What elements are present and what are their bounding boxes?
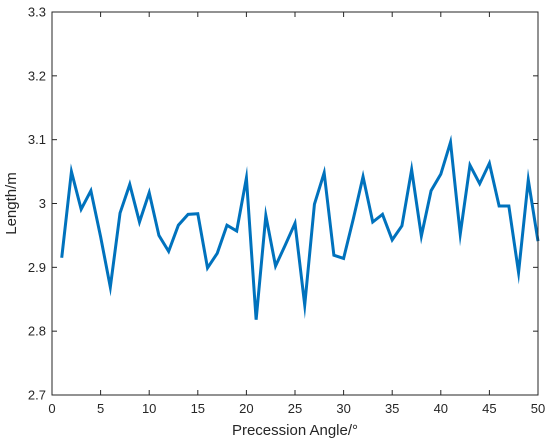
series-line <box>60 134 540 320</box>
x-tick-label: 25 <box>288 401 302 416</box>
x-tick-label: 35 <box>385 401 399 416</box>
y-tick-label: 3.3 <box>28 5 46 20</box>
y-tick-label: 2.8 <box>28 324 46 339</box>
x-tick-label: 40 <box>434 401 448 416</box>
x-tick-label: 30 <box>336 401 350 416</box>
x-tick-label: 15 <box>191 401 205 416</box>
data-layer <box>60 134 540 320</box>
x-tick-label: 45 <box>482 401 496 416</box>
x-tick-label: 0 <box>48 401 55 416</box>
y-tick-label: 3 <box>39 196 46 211</box>
y-tick-label: 3.2 <box>28 68 46 83</box>
plot-frame <box>51 11 539 396</box>
y-tick-label: 2.7 <box>28 388 46 403</box>
tick-labels-layer: 0 5 10 15 20 25 30 35 40 45 50 2.7 2.8 2.9 3 3.1 3.2 3.3 <box>28 5 545 417</box>
x-tick-label: 50 <box>531 401 545 416</box>
x-axis-label: Precession Angle/° <box>232 422 358 439</box>
y-tick-label: 2.9 <box>28 260 46 275</box>
x-tick-label: 10 <box>142 401 156 416</box>
x-tick-label: 20 <box>239 401 253 416</box>
y-axis-label: Length/m <box>3 172 20 235</box>
y-tick-label: 3.1 <box>28 132 46 147</box>
x-tick-label: 5 <box>97 401 104 416</box>
